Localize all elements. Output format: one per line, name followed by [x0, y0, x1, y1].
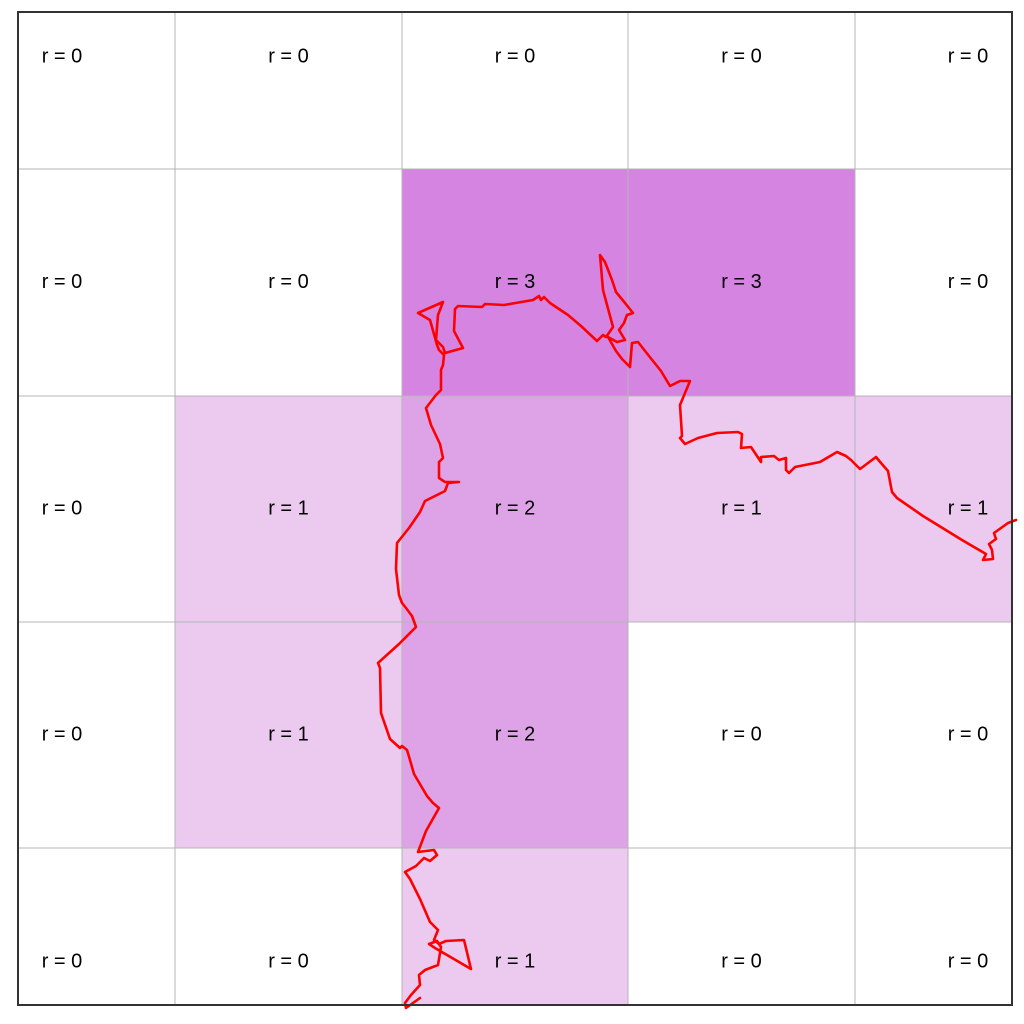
cell-label-r0-c3: r = 0 — [721, 45, 762, 67]
cell-label-r3-c1: r = 1 — [268, 723, 309, 745]
cell-label-r3-c3: r = 0 — [721, 723, 762, 745]
cell-label-r3-c0: r = 0 — [42, 723, 83, 745]
grid-cell-r0-c1 — [174, 11, 403, 170]
cell-label-r1-c3: r = 3 — [721, 271, 762, 293]
cell-label-r3-c4: r = 0 — [948, 723, 989, 745]
grid-cell-r0-c4 — [854, 11, 1013, 170]
cell-label-r4-c0: r = 0 — [42, 950, 83, 972]
cell-label-r1-c2: r = 3 — [495, 271, 536, 293]
cell-label-r0-c2: r = 0 — [495, 45, 536, 67]
grid-cell-r3-c1 — [174, 621, 403, 849]
cell-label-r4-c2: r = 1 — [495, 950, 536, 972]
grid-cell-r4-c0 — [17, 847, 176, 1006]
outer-border — [17, 11, 1013, 1006]
grid-cell-r4-c1 — [174, 847, 403, 1006]
grid-cell-r4-c3 — [627, 847, 856, 1006]
cell-label-r1-c4: r = 0 — [948, 271, 989, 293]
trajectory-path — [376, 253, 1018, 1010]
grid-cell-r0-c0 — [17, 11, 176, 170]
cell-label-r4-c3: r = 0 — [721, 950, 762, 972]
cell-label-r0-c1: r = 0 — [268, 45, 309, 67]
grid-cell-r2-c1 — [174, 395, 403, 623]
grid-cell-r3-c4 — [854, 621, 1013, 849]
grid-cell-r2-c4 — [854, 395, 1013, 623]
cell-label-r0-c4: r = 0 — [948, 45, 989, 67]
labels-layer: r = 0 r = 0 r = 0 r = 0 r = 0 r = 0 r = 0 r = 3… — [42, 45, 989, 972]
grid-cell-r1-c2 — [401, 168, 629, 397]
cell-label-r4-c1: r = 0 — [268, 950, 309, 972]
cell-label-r2-c2: r = 2 — [495, 497, 536, 519]
cell-label-r4-c4: r = 0 — [948, 950, 989, 972]
cell-label-r2-c1: r = 1 — [268, 497, 309, 519]
cell-label-r3-c2: r = 2 — [495, 723, 536, 745]
grid-cell-r3-c2 — [401, 621, 629, 849]
grid-cell-r4-c2 — [401, 847, 629, 1006]
cell-label-r1-c1: r = 0 — [268, 271, 309, 293]
grid-cell-r4-c4 — [854, 847, 1013, 1006]
grid-cell-r2-c2 — [401, 395, 629, 623]
cell-label-r2-c3: r = 1 — [721, 497, 762, 519]
grid-cell-r1-c4 — [854, 168, 1013, 397]
cell-label-r1-c0: r = 0 — [42, 271, 83, 293]
grid-cell-r0-c2 — [401, 11, 629, 170]
grid-cell-r0-c3 — [627, 11, 856, 170]
grid-cell-r1-c1 — [174, 168, 403, 397]
cell-label-r2-c4: r = 1 — [948, 497, 989, 519]
grid-cell-r1-c0 — [17, 168, 176, 397]
cell-label-r2-c0: r = 0 — [42, 497, 83, 519]
grid-cell-r3-c3 — [627, 621, 856, 849]
cell-label-r0-c0: r = 0 — [42, 45, 83, 67]
cells-layer — [17, 11, 1013, 1006]
